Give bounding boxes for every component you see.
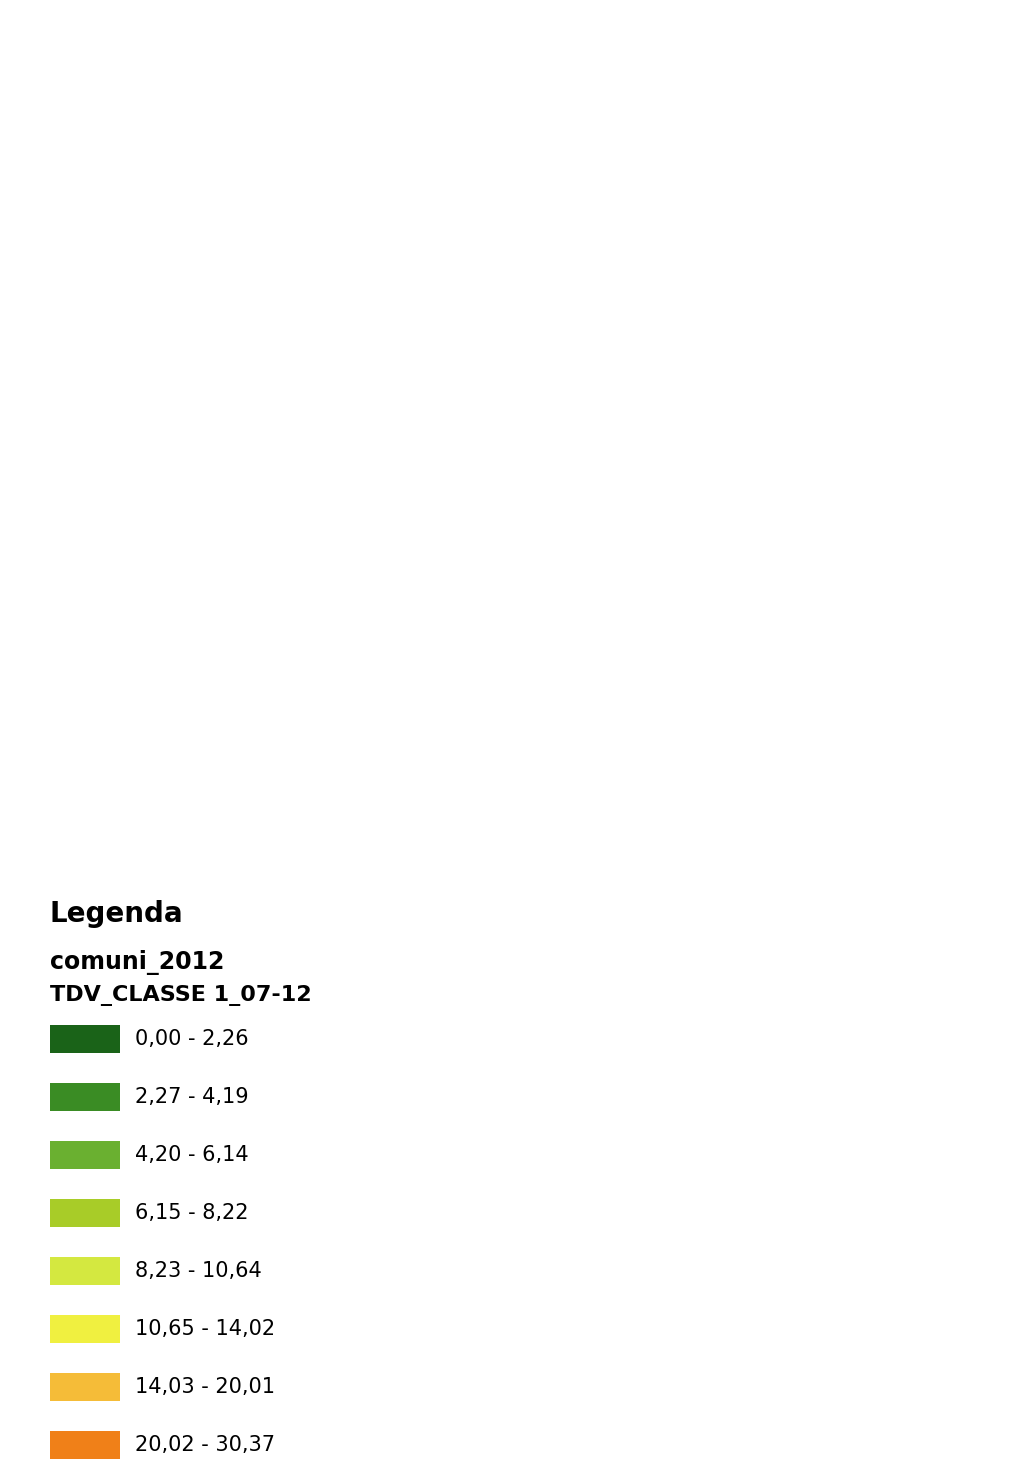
Bar [50,1316,120,1343]
Text: 6,15 - 8,22: 6,15 - 8,22 [135,1203,249,1223]
Text: Legenda: Legenda [50,900,183,927]
Bar [50,1083,120,1110]
Bar [50,1257,120,1285]
Text: TDV_CLASSE 1_07-12: TDV_CLASSE 1_07-12 [50,984,311,1006]
Bar [50,1198,120,1228]
Text: 0,00 - 2,26: 0,00 - 2,26 [135,1028,249,1049]
Text: comuni_2012: comuni_2012 [50,949,224,976]
Text: 2,27 - 4,19: 2,27 - 4,19 [135,1087,249,1108]
Text: 4,20 - 6,14: 4,20 - 6,14 [135,1146,249,1165]
Text: 10,65 - 14,02: 10,65 - 14,02 [135,1318,275,1339]
Text: 14,03 - 20,01: 14,03 - 20,01 [135,1377,275,1398]
Bar [50,1373,120,1401]
Text: 8,23 - 10,64: 8,23 - 10,64 [135,1261,262,1280]
Text: 20,02 - 30,37: 20,02 - 30,37 [135,1436,275,1455]
Bar [50,1026,120,1053]
Bar [50,1141,120,1169]
Bar [50,1431,120,1459]
